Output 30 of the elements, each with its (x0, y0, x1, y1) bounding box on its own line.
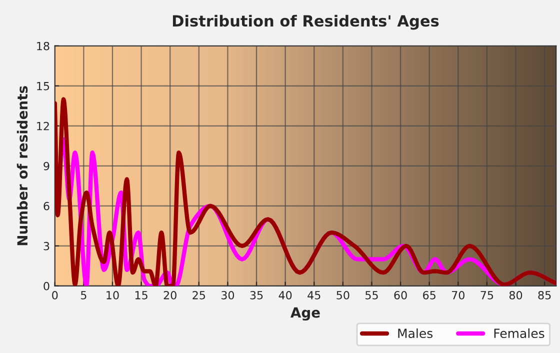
y-tick-label: 15 (37, 82, 50, 90)
x-axis-title: Age (290, 307, 320, 321)
y-tick-label: 0 (44, 282, 50, 290)
x-tick-label: 35 (250, 290, 263, 300)
x-tick-label: 10 (106, 290, 119, 300)
x-tick-label: 30 (221, 290, 234, 300)
x-tick-label: 80 (509, 290, 522, 300)
x-tick-label: 25 (192, 290, 205, 300)
x-tick-label: 55 (366, 291, 378, 300)
x-tick-label: 75 (480, 291, 494, 300)
x-tick-label: 15 (135, 291, 148, 300)
x-tick-label: 20 (164, 290, 176, 300)
x-tick-label: 5 (81, 291, 86, 300)
x-tick-label: 70 (452, 290, 464, 300)
x-tick-label: 85 (538, 290, 551, 300)
x-tick-label: 60 (394, 290, 407, 300)
y-tick-label: 9 (44, 162, 50, 170)
legend-label: Females (494, 328, 544, 338)
y-tick-label: 3 (44, 242, 50, 250)
x-tick-label: 50 (336, 290, 350, 300)
y-tick-label: 6 (44, 202, 50, 210)
legend-label: Males (398, 328, 433, 338)
y-tick-label: 18 (37, 42, 50, 50)
y-axis-title: Number of residents (16, 86, 28, 246)
x-tick-label: 65 (423, 290, 436, 300)
x-tick-label: 40 (278, 290, 292, 300)
y-tick-label: 12 (37, 122, 49, 130)
x-tick-label: 0 (52, 290, 58, 300)
x-tick-label: 45 (308, 291, 320, 300)
chart-title: Distribution of Residents' Ages (172, 14, 439, 30)
